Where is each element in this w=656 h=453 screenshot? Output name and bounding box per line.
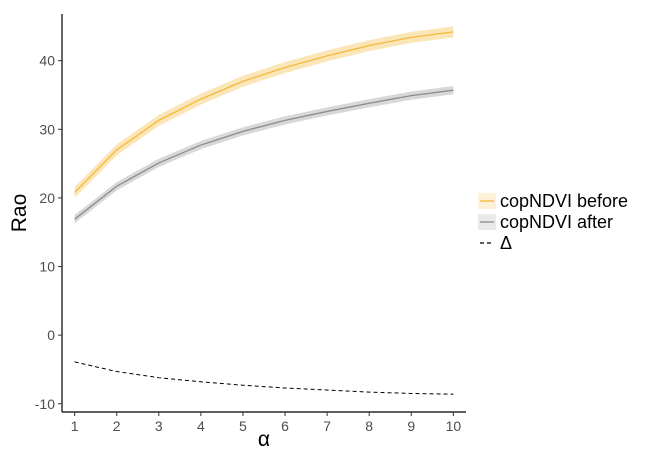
x-tick-label: 2 (113, 418, 121, 434)
x-axis-title: α (258, 428, 270, 451)
x-tick-label: 5 (239, 418, 247, 434)
x-tick-label: 4 (197, 418, 205, 434)
ribbon-copndvi-before (74, 26, 454, 198)
y-tick-label: 0 (47, 327, 55, 343)
legend-label-copndvi-before: copNDVI before (500, 191, 628, 211)
x-tick-label: 3 (155, 418, 163, 434)
x-tick-label: 6 (281, 418, 289, 434)
y-tick-label: -10 (35, 396, 55, 412)
y-axis-ticks: -10 0 10 20 30 40 (35, 53, 62, 412)
x-axis-ticks: 1 2 3 4 5 6 7 8 9 10 (71, 412, 462, 434)
series-line-delta (74, 361, 454, 395)
y-tick-label: 20 (39, 190, 55, 206)
x-tick-label: 8 (365, 418, 373, 434)
confidence-ribbons (74, 26, 454, 224)
series-lines (74, 31, 454, 395)
series-line-copndvi-after (74, 89, 454, 220)
legend-label-copndvi-after: copNDVI after (500, 212, 613, 232)
x-tick-label: 1 (71, 418, 79, 434)
y-axis-title: Rao (8, 194, 31, 233)
y-tick-label: 30 (39, 121, 55, 137)
legend-label-delta: Δ (500, 233, 512, 253)
y-tick-label: 40 (39, 53, 55, 69)
ribbon-copndvi-after (74, 86, 454, 224)
x-tick-label: 7 (323, 418, 331, 434)
x-tick-label: 10 (446, 418, 462, 434)
y-tick-label: 10 (39, 259, 55, 275)
series-line-copndvi-before (74, 31, 454, 193)
x-tick-label: 9 (407, 418, 415, 434)
